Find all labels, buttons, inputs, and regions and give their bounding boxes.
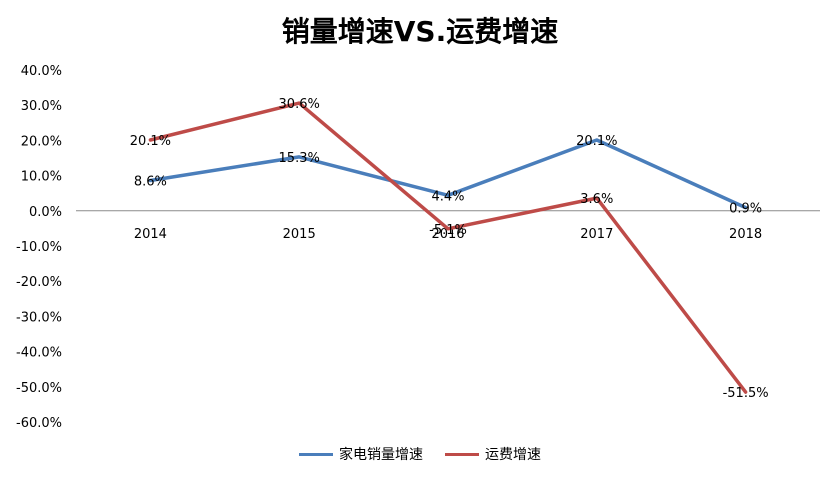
data-label: 8.6% bbox=[134, 175, 167, 190]
series-line-1 bbox=[148, 101, 748, 394]
x-tick-label: 2018 bbox=[729, 227, 762, 242]
y-tick-label: -60.0% bbox=[16, 416, 62, 431]
legend: 家电销量增速 运费增速 bbox=[0, 444, 840, 464]
x-tick-label: 2015 bbox=[283, 227, 316, 242]
x-tick-label: 2017 bbox=[580, 227, 613, 242]
y-tick-label: 40.0% bbox=[21, 64, 62, 79]
y-tick-label: 30.0% bbox=[21, 99, 62, 114]
y-tick-label: -50.0% bbox=[16, 381, 62, 396]
data-label: 20.1% bbox=[130, 134, 171, 149]
data-label: 3.6% bbox=[580, 192, 613, 207]
legend-item-series-0: 家电销量增速 bbox=[299, 444, 423, 464]
data-label: 20.1% bbox=[576, 134, 617, 149]
x-tick-label: 2016 bbox=[431, 227, 464, 242]
y-tick-label: -30.0% bbox=[16, 310, 62, 325]
y-tick-label: -40.0% bbox=[16, 346, 62, 361]
data-label: 4.4% bbox=[431, 189, 464, 204]
y-tick-label: -20.0% bbox=[16, 275, 62, 290]
data-label: 0.9% bbox=[729, 202, 762, 217]
data-label: 30.6% bbox=[279, 97, 320, 112]
legend-label-series-0: 家电销量增速 bbox=[339, 447, 423, 463]
series-line-0 bbox=[148, 138, 748, 210]
y-tick-label: -10.0% bbox=[16, 240, 62, 255]
y-tick-label: 0.0% bbox=[29, 205, 62, 220]
data-label: -5.1% bbox=[429, 223, 467, 238]
legend-label-series-1: 运费增速 bbox=[485, 447, 541, 463]
y-tick-label: 20.0% bbox=[21, 134, 62, 149]
y-tick-label: 10.0% bbox=[21, 170, 62, 185]
chart-title: 销量增速VS.运费增速 bbox=[281, 15, 559, 48]
legend-item-series-1: 运费增速 bbox=[445, 444, 541, 464]
data-label: 15.3% bbox=[279, 151, 320, 166]
legend-swatch-series-1 bbox=[445, 452, 479, 456]
legend-swatch-series-0 bbox=[299, 452, 333, 456]
x-tick-label: 2014 bbox=[134, 227, 167, 242]
data-label: -51.5% bbox=[723, 386, 769, 401]
